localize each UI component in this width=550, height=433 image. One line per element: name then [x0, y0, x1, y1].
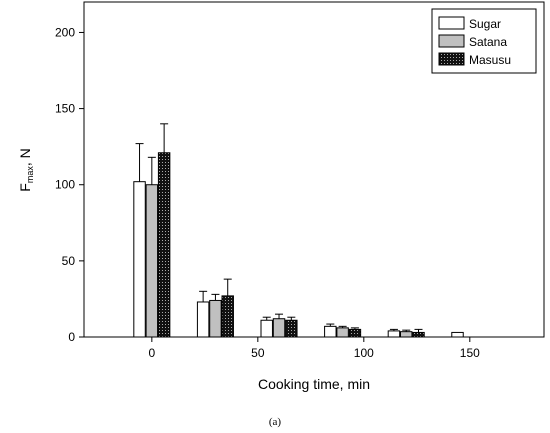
bar-masusu [285, 319, 298, 338]
bar-masusu [157, 152, 171, 338]
bar-satana [336, 327, 349, 338]
y-axis: 0 50 100 150 200 [55, 25, 84, 344]
bar-satana [272, 318, 286, 338]
legend-label-masusu: Masusu [469, 53, 511, 67]
bars [133, 123, 464, 338]
bar-satana [209, 299, 222, 338]
bar-sugar [133, 181, 146, 338]
bar-sugar [196, 301, 210, 338]
figure-caption: (a) [269, 416, 282, 428]
x-tick-label: 150 [460, 346, 480, 360]
legend-label-satana: Satana [469, 35, 507, 49]
x-tick-label: 100 [354, 346, 374, 360]
bar-satana [145, 184, 159, 338]
y-axis-label: Fmax, N [17, 148, 35, 191]
bar-masusu [348, 328, 362, 338]
bar-sugar [324, 325, 337, 338]
x-tick-label: 50 [251, 346, 265, 360]
y-tick-label: 0 [68, 330, 75, 344]
plot-frame [83, 1, 545, 338]
legend-label-sugar: Sugar [469, 17, 501, 31]
bar-masusu [412, 331, 425, 338]
x-axis-label: Cooking time, min [258, 376, 370, 392]
bar-sugar [260, 319, 273, 338]
y-tick-label: 50 [62, 254, 76, 268]
bar-masusu [221, 295, 234, 338]
bar-sugar [451, 331, 464, 338]
legend-swatch-sugar [438, 16, 465, 30]
y-tick-label: 150 [55, 102, 75, 116]
legend: Sugar Satana Masusu [431, 8, 537, 74]
legend-swatch-masusu [438, 52, 465, 66]
bar-sugar [387, 330, 401, 338]
y-tick-label: 100 [55, 178, 75, 192]
x-tick-label: 0 [148, 346, 155, 360]
legend-swatch-satana [438, 34, 465, 48]
y-tick-label: 200 [55, 25, 75, 39]
bar-satana [399, 331, 413, 338]
x-axis: 0 50 100 150 [148, 337, 480, 360]
